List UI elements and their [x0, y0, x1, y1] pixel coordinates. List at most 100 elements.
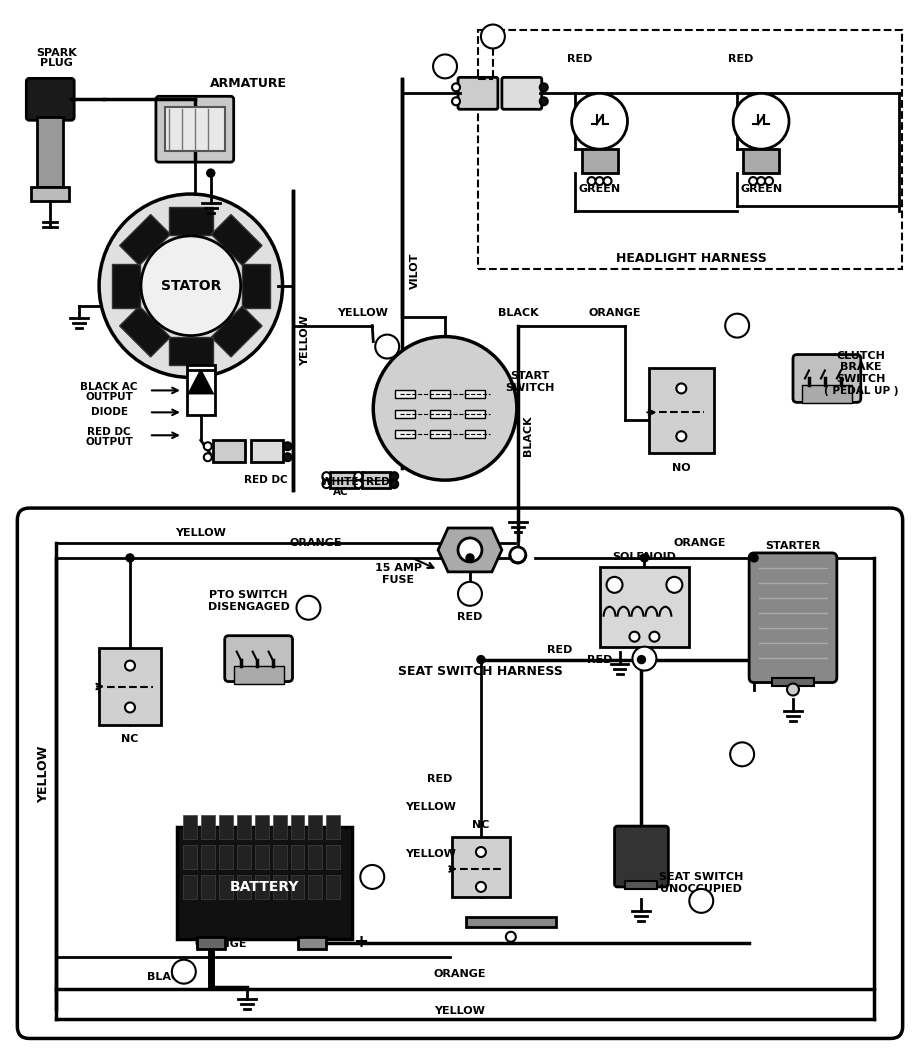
Circle shape [756, 177, 765, 186]
Polygon shape [169, 207, 212, 235]
Text: BATTERY: BATTERY [230, 880, 299, 894]
Circle shape [539, 98, 547, 105]
FancyBboxPatch shape [395, 390, 414, 399]
Circle shape [476, 656, 484, 664]
FancyBboxPatch shape [250, 440, 282, 462]
Text: 5: 5 [465, 587, 474, 600]
Text: YELLOW: YELLOW [434, 1006, 485, 1015]
Circle shape [296, 596, 320, 620]
Text: DIODE: DIODE [90, 407, 128, 418]
Text: +: + [352, 933, 368, 951]
Text: PLUG: PLUG [40, 58, 73, 69]
Text: RED: RED [566, 54, 592, 65]
Circle shape [354, 480, 362, 488]
FancyBboxPatch shape [290, 874, 304, 899]
FancyBboxPatch shape [464, 390, 484, 399]
Polygon shape [211, 306, 262, 357]
Text: VILOT: VILOT [410, 252, 420, 289]
Circle shape [390, 472, 398, 480]
Polygon shape [31, 187, 69, 201]
Text: ORANGE: ORANGE [587, 307, 641, 318]
Text: 2: 2 [440, 60, 449, 73]
Circle shape [360, 865, 384, 889]
FancyBboxPatch shape [200, 845, 214, 869]
FancyBboxPatch shape [219, 815, 233, 840]
Circle shape [649, 632, 659, 641]
FancyBboxPatch shape [625, 881, 657, 889]
FancyBboxPatch shape [233, 666, 283, 684]
Text: RED DC: RED DC [87, 427, 130, 438]
Circle shape [732, 93, 789, 149]
FancyBboxPatch shape [183, 874, 197, 899]
FancyBboxPatch shape [183, 845, 197, 869]
FancyBboxPatch shape [429, 390, 449, 399]
Text: BRAKE: BRAKE [839, 363, 880, 372]
Text: 10: 10 [692, 895, 709, 907]
Circle shape [688, 889, 712, 913]
Circle shape [357, 480, 366, 488]
FancyBboxPatch shape [200, 815, 214, 840]
FancyBboxPatch shape [27, 78, 74, 120]
Circle shape [141, 236, 241, 336]
FancyBboxPatch shape [599, 567, 688, 647]
FancyBboxPatch shape [290, 815, 304, 840]
FancyBboxPatch shape [200, 874, 214, 899]
Circle shape [322, 472, 330, 480]
Circle shape [354, 472, 362, 480]
Text: DISENGAGED: DISENGAGED [208, 602, 289, 612]
Text: RED: RED [547, 644, 572, 655]
Text: BLACK: BLACK [146, 972, 187, 982]
FancyBboxPatch shape [187, 366, 214, 416]
Circle shape [748, 177, 756, 186]
Circle shape [390, 480, 398, 488]
FancyBboxPatch shape [236, 874, 250, 899]
Text: SWITCH: SWITCH [505, 384, 554, 393]
FancyBboxPatch shape [395, 410, 414, 419]
Text: 7: 7 [179, 966, 188, 978]
Circle shape [675, 431, 686, 441]
Circle shape [539, 84, 547, 91]
FancyBboxPatch shape [219, 874, 233, 899]
Text: 3: 3 [437, 390, 442, 399]
Text: PTO SWITCH: PTO SWITCH [210, 589, 288, 600]
Text: SEAT SWITCH: SEAT SWITCH [658, 872, 743, 882]
Text: 15 AMP: 15 AMP [374, 563, 421, 572]
FancyBboxPatch shape [649, 369, 713, 454]
Circle shape [603, 177, 611, 186]
FancyBboxPatch shape [219, 845, 233, 869]
Circle shape [99, 194, 282, 377]
FancyBboxPatch shape [801, 386, 851, 404]
FancyBboxPatch shape [458, 77, 497, 109]
Circle shape [749, 554, 757, 562]
Circle shape [595, 177, 603, 186]
Text: ORANGE: ORANGE [673, 538, 725, 548]
FancyBboxPatch shape [308, 845, 322, 869]
Circle shape [433, 54, 457, 78]
Text: NC: NC [121, 735, 139, 744]
Text: OUTPUT: OUTPUT [85, 392, 133, 403]
Text: RED: RED [728, 54, 753, 65]
Circle shape [629, 632, 639, 641]
Polygon shape [112, 264, 140, 307]
Circle shape [203, 454, 211, 461]
Circle shape [640, 554, 648, 562]
FancyBboxPatch shape [464, 410, 484, 419]
Text: 11: 11 [732, 747, 750, 761]
Text: YELLOW: YELLOW [37, 745, 50, 802]
Text: YELLOW: YELLOW [404, 849, 455, 859]
Circle shape [587, 177, 595, 186]
FancyBboxPatch shape [743, 149, 778, 173]
Polygon shape [242, 264, 269, 307]
Polygon shape [211, 214, 262, 265]
FancyBboxPatch shape [255, 874, 268, 899]
FancyBboxPatch shape [614, 826, 667, 887]
Text: BLACK: BLACK [522, 414, 532, 456]
Text: RED: RED [586, 655, 612, 665]
Text: 1: 1 [488, 30, 497, 43]
Circle shape [451, 98, 460, 105]
Polygon shape [437, 528, 502, 572]
Polygon shape [119, 306, 170, 357]
Circle shape [475, 882, 485, 891]
Text: RED: RED [427, 774, 452, 784]
Text: YELLOW: YELLOW [404, 802, 455, 812]
